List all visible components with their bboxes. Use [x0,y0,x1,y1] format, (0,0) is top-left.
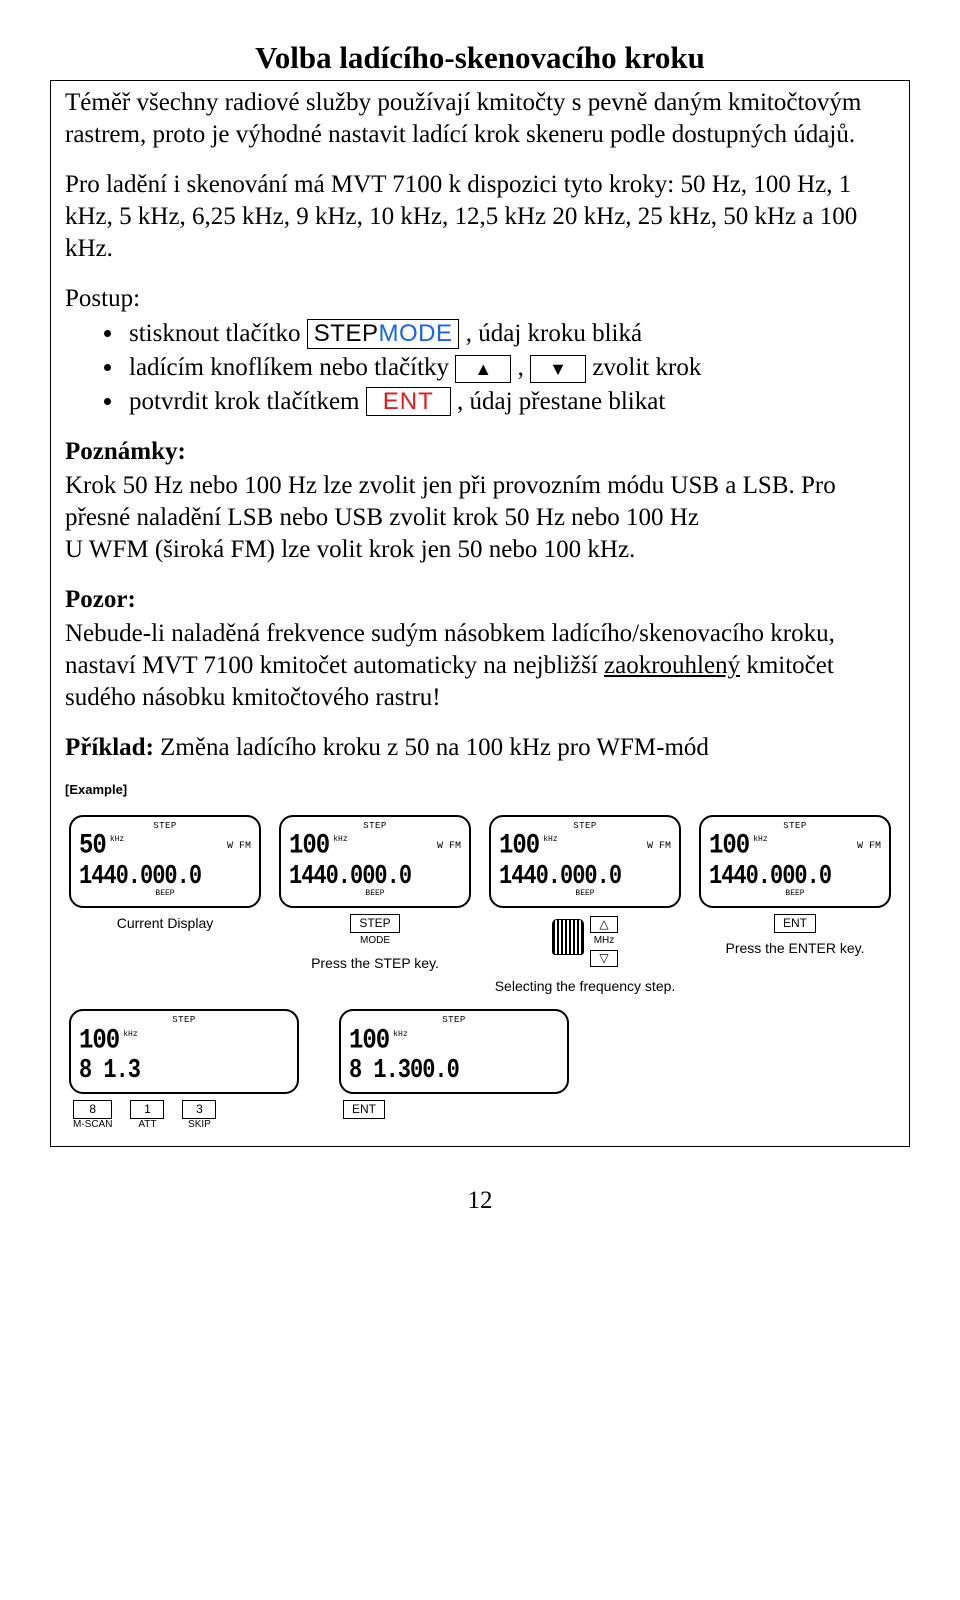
poznamky-text-2: U WFM (široká FM) lze volit krok jen 50 … [65,534,895,566]
example-cell: STEP 50 kHz W FM 1440.000.0 BEEP Current… [69,815,261,995]
caption: Selecting the frequency step. [489,977,681,995]
text: ladícím knoflíkem nebo tlačítky [129,354,449,381]
poznamky-label: Poznámky: [65,436,895,468]
lcd-unit: kHz [753,836,767,844]
down-key: ▼ [530,355,586,383]
mini-key-3: 3 [182,1100,216,1119]
example-bracket-label: [Example] [65,782,895,799]
lcd-display: STEP 100 kHz W FM 1440.000.0 BEEP [279,815,471,908]
lcd-freq: 1440.000.0 [499,860,671,894]
ent-key: ENT [366,387,451,417]
key-sub: M-SCAN [73,1119,112,1132]
lcd-unit: kHz [543,836,557,844]
lcd-step-label: STEP [172,1015,196,1027]
intro-para-2: Pro ladění i skenování má MVT 7100 k dis… [65,169,895,265]
lcd-step-label: STEP [783,821,807,833]
example-row-1: STEP 50 kHz W FM 1440.000.0 BEEP Current… [65,815,895,995]
mini-mhz: MHz [594,935,615,948]
lcd-freq: 1440.000.0 [709,860,881,894]
postup-label: Postup: [65,283,895,315]
step-mode-key: STEPMODE [307,319,460,349]
lcd-mode: W FM [437,841,461,854]
mini-step-key: STEP [350,914,399,933]
lcd-step-label: STEP [153,821,177,833]
mini-up-key: △ [590,916,618,933]
lcd-unit: kHz [333,836,347,844]
lcd-unit: kHz [110,836,124,844]
list-item: stisknout tlačítko STEPMODE , údaj kroku… [125,317,895,351]
lcd-display: STEP 100 kHz W FM 1440.000.0 BEEP [489,815,681,908]
text: , údaj přestane blikat [457,388,665,415]
page-number: 12 [50,1187,910,1215]
mini-key-ent: ENT [343,1100,385,1119]
text: potvrdit krok tlačítkem [129,388,360,415]
lcd-display: STEP 100 kHz 8 1.300.0 [339,1009,569,1093]
up-key: ▲ [455,355,511,383]
dial-icon [552,919,584,955]
page-title: Volba ladícího-skenovacího kroku [50,40,910,76]
example-cell: STEP 100 kHz 8 1.300.0 ENT [339,1009,569,1132]
priklad-text: Změna ladícího kroku z 50 na 100 kHz pro… [154,734,709,761]
text: , údaj kroku bliká [466,320,642,347]
lcd-unit: kHz [393,1031,407,1039]
mini-down-key: ▽ [590,950,618,967]
key-line: 8M-SCAN 1ATT 3SKIP [73,1100,299,1132]
lcd-mode: W FM [227,841,251,854]
key-sub: SKIP [182,1119,216,1132]
step-label: STEP [314,320,379,347]
example-cell: STEP 100 kHz 8 1.3 8M-SCAN 1ATT 3SKIP [69,1009,299,1132]
poznamky-text: Krok 50 Hz nebo 100 Hz lze zvolit jen př… [65,470,895,534]
intro-para-1: Téměř všechny radiové služby používají k… [65,87,895,151]
text-underlined: zaokrouhlený [604,652,740,679]
mode-label: MODE [378,320,452,347]
key-sub: ATT [130,1119,164,1132]
caption: Current Display [69,914,261,932]
list-item: ladícím knoflíkem nebo tlačítky ▲ , ▼ zv… [125,351,895,385]
priklad: Příklad: Změna ladícího kroku z 50 na 10… [65,732,895,764]
key-line: ENT [343,1100,569,1119]
postup-list: stisknout tlačítko STEPMODE , údaj kroku… [65,317,895,418]
lcd-mode: W FM [857,841,881,854]
lcd-mode: W FM [647,841,671,854]
lcd-step-label: STEP [442,1015,466,1027]
pozor-text: Nebude-li naladěná frekvence sudým násob… [65,618,895,714]
example-cell: STEP 100 kHz W FM 1440.000.0 BEEP △ MHz … [489,815,681,995]
content-box: Téměř všechny radiové služby používají k… [50,80,910,1147]
lcd-display: STEP 50 kHz W FM 1440.000.0 BEEP [69,815,261,908]
lcd-step-label: STEP [573,821,597,833]
mini-key-8: 8 [73,1100,112,1119]
lcd-unit: kHz [123,1031,137,1039]
example-row-2: STEP 100 kHz 8 1.3 8M-SCAN 1ATT 3SKIP ST… [65,1009,895,1132]
caption: Press the STEP key. [279,954,471,972]
text: zvolit krok [592,354,701,381]
pozor-label: Pozor: [65,584,895,616]
example-cell: STEP 100 kHz W FM 1440.000.0 BEEP STEP M… [279,815,471,995]
lcd-step-label: STEP [363,821,387,833]
lcd-freq: 1440.000.0 [79,860,251,894]
mini-key-1: 1 [130,1100,164,1119]
text: stisknout tlačítko [129,320,301,347]
mini-ent-key: ENT [774,914,816,933]
lcd-display: STEP 100 kHz W FM 1440.000.0 BEEP [699,815,891,908]
mini-sub: MODE [279,935,471,948]
priklad-label: Příklad: [65,734,154,761]
lcd-display: STEP 100 kHz 8 1.3 [69,1009,299,1093]
lcd-freq: 8 1.3 [79,1055,289,1089]
lcd-freq: 1440.000.0 [289,860,461,894]
caption: Press the ENTER key. [699,939,891,957]
list-item: potvrdit krok tlačítkem ENT , údaj přest… [125,385,895,419]
example-cell: STEP 100 kHz W FM 1440.000.0 BEEP ENT Pr… [699,815,891,995]
lcd-freq: 8 1.300.0 [349,1055,559,1089]
